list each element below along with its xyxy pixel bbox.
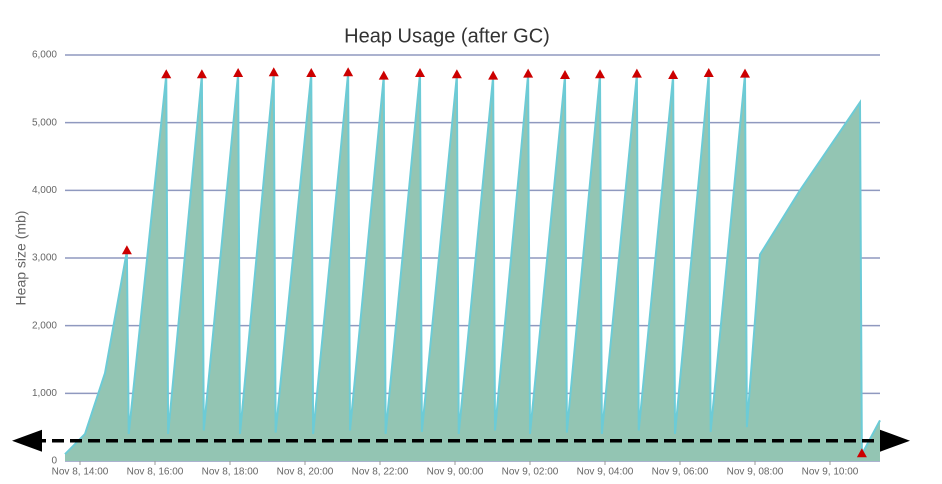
x-tick-label: Nov 9, 00:00 (427, 467, 484, 478)
gc-marker (523, 68, 534, 78)
gc-marker (631, 68, 642, 78)
gc-marker (703, 67, 714, 77)
gc-marker (668, 69, 679, 79)
gc-marker (451, 69, 462, 79)
gc-marker (343, 67, 354, 77)
x-tick-label: Nov 9, 10:00 (802, 467, 859, 478)
x-tick-label: Nov 8, 18:00 (202, 467, 259, 478)
gc-marker (121, 245, 132, 255)
heap-line (64, 73, 881, 455)
x-tick-label: Nov 8, 22:00 (352, 467, 409, 478)
x-tick-label: Nov 8, 14:00 (52, 467, 109, 478)
y-tick-label: 2,000 (32, 320, 57, 331)
y-tick-label: 6,000 (32, 50, 57, 61)
gc-marker (415, 67, 425, 77)
y-tick-label: 1,000 (32, 388, 57, 399)
x-tick-label: Nov 9, 08:00 (727, 467, 784, 478)
y-axis-label: Heap size (mb) (13, 211, 29, 306)
gc-marker (560, 69, 570, 79)
x-tick-label: Nov 9, 02:00 (502, 467, 559, 478)
gc-marker (595, 69, 605, 79)
gc-marker (268, 67, 279, 77)
x-tick-label: Nov 8, 16:00 (127, 467, 184, 478)
arrow-head (12, 429, 42, 452)
x-tick-label: Nov 8, 20:00 (277, 467, 334, 478)
gc-marker (740, 68, 750, 78)
gc-marker (378, 70, 389, 80)
heap-area (65, 73, 880, 462)
gc-marker (306, 67, 317, 77)
gc-marker (856, 448, 867, 458)
gc-marker (488, 70, 499, 80)
arrow-head (880, 429, 910, 452)
chart-title: Heap Usage (after GC) (344, 25, 550, 47)
y-tick-label: 4,000 (32, 185, 57, 196)
gc-marker (196, 69, 207, 79)
gc-marker (233, 67, 244, 77)
gc-marker (161, 69, 172, 79)
x-tick-label: Nov 9, 06:00 (652, 467, 709, 478)
y-tick-label: 5,000 (32, 117, 57, 128)
x-tick-label: Nov 9, 04:00 (577, 467, 634, 478)
y-tick-label: 3,000 (32, 253, 57, 264)
y-tick-label: 0 (51, 456, 57, 467)
